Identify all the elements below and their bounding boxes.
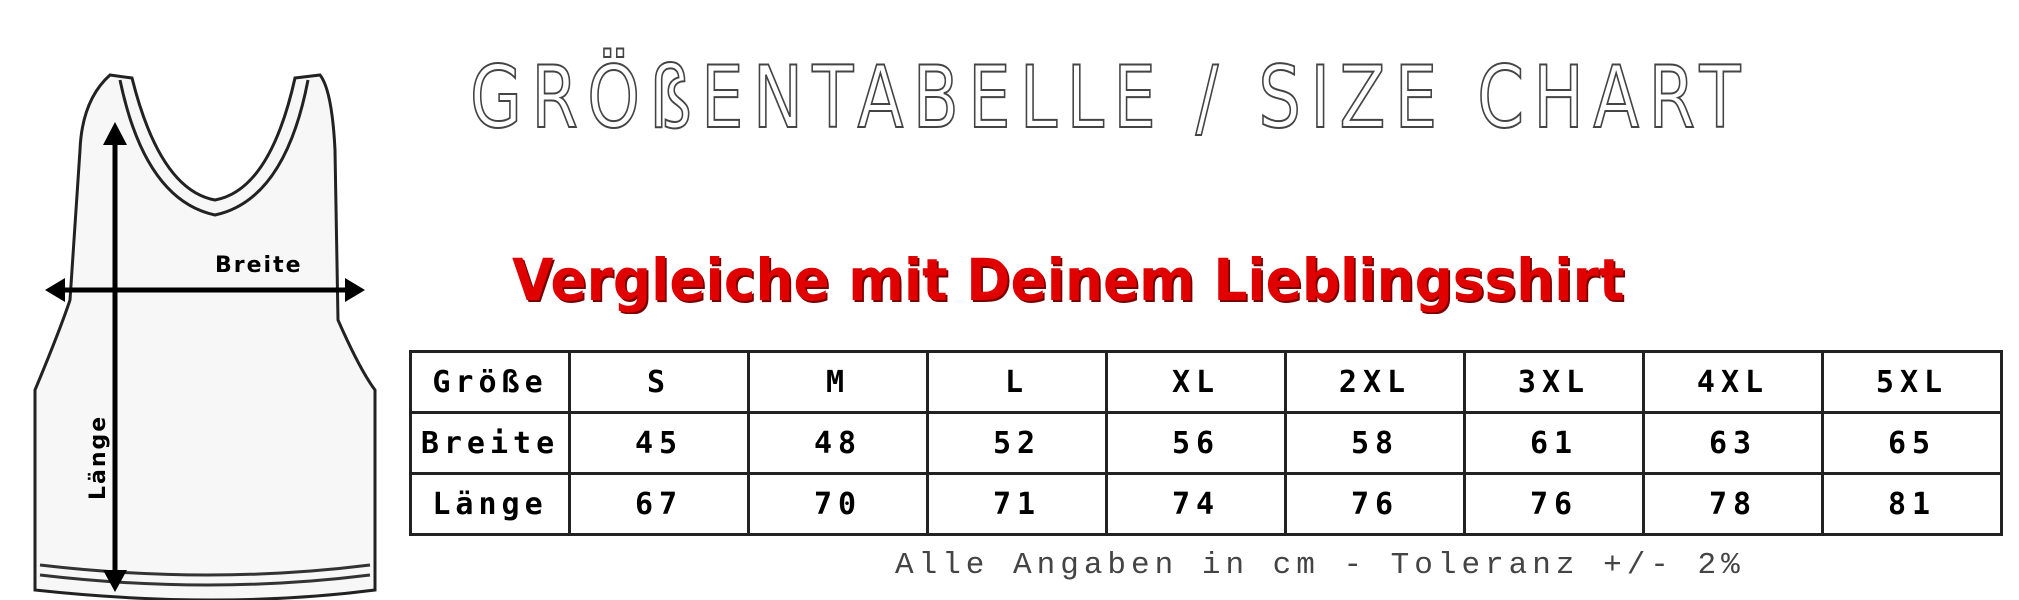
value-cell: 76 <box>1284 472 1466 536</box>
size-table: Größe S M L XL 2XL 3XL 4XL 5XL Breite 45… <box>409 350 2003 536</box>
value-cell: 65 <box>1821 411 2003 475</box>
table-row: Größe S M L XL 2XL 3XL 4XL 5XL <box>409 350 2003 414</box>
value-cell: 56 <box>1105 411 1287 475</box>
value-cell: 63 <box>1642 411 1824 475</box>
size-cell: 4XL <box>1642 350 1824 414</box>
width-arrow <box>45 278 365 302</box>
page-title: GRÖßENTABELLE / SIZE CHART <box>469 47 1750 149</box>
table-row: Länge 67 70 71 74 76 76 78 81 <box>409 472 2003 536</box>
value-cell: 76 <box>1463 472 1645 536</box>
value-cell: 52 <box>926 411 1108 475</box>
size-cell: 3XL <box>1463 350 1645 414</box>
value-cell: 45 <box>568 411 750 475</box>
width-label: Breite <box>215 253 303 278</box>
size-cell: M <box>747 350 929 414</box>
size-cell: 2XL <box>1284 350 1466 414</box>
value-cell: 78 <box>1642 472 1824 536</box>
tank-top-outline <box>33 73 377 600</box>
value-cell: 70 <box>747 472 929 536</box>
value-cell: 81 <box>1821 472 2003 536</box>
value-cell: 71 <box>926 472 1108 536</box>
value-cell: 61 <box>1463 411 1645 475</box>
row-label: Länge <box>409 472 571 536</box>
header-label: Größe <box>409 350 571 414</box>
value-cell: 58 <box>1284 411 1466 475</box>
length-label: Länge <box>86 415 111 500</box>
tolerance-note: Alle Angaben in cm - Toleranz +/- 2% <box>895 548 1745 583</box>
value-cell: 48 <box>747 411 929 475</box>
size-cell: S <box>568 350 750 414</box>
row-label: Breite <box>409 411 571 475</box>
table-row: Breite 45 48 52 56 58 61 63 65 <box>409 411 2003 475</box>
subtitle: Vergleiche mit Deinem Lieblingsshirt <box>512 246 1625 314</box>
length-arrow <box>103 122 127 592</box>
size-cell: XL <box>1105 350 1287 414</box>
size-cell: L <box>926 350 1108 414</box>
size-cell: 5XL <box>1821 350 2003 414</box>
value-cell: 67 <box>568 472 750 536</box>
tank-top-illustration: Breite Länge <box>33 73 377 600</box>
value-cell: 74 <box>1105 472 1287 536</box>
